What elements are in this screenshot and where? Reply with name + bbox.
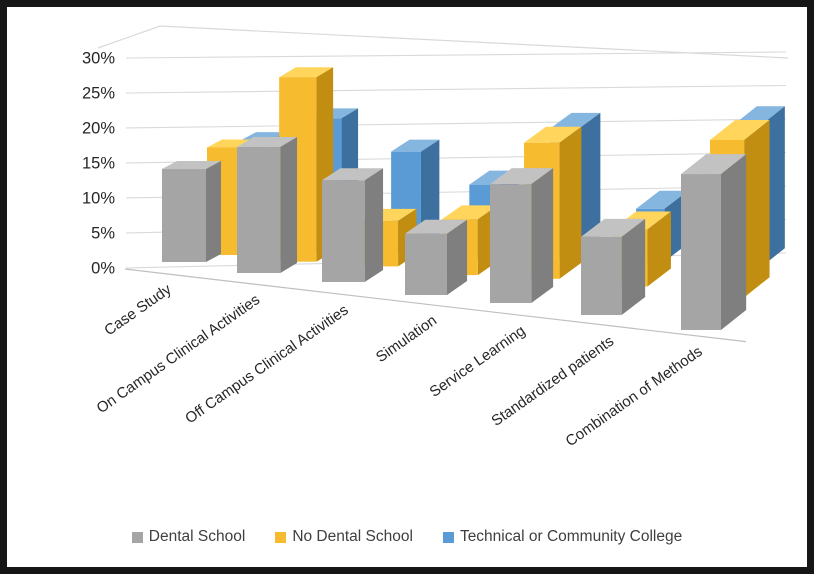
y-axis-tick-label: 30% <box>82 50 115 68</box>
bar-top-face <box>681 154 747 175</box>
bar-front-face <box>322 180 365 282</box>
legend-label: Dental School <box>148 528 246 545</box>
legend-label: Technical or Community College <box>459 528 683 545</box>
gridline <box>125 51 787 59</box>
bar-top-face <box>162 161 221 170</box>
legend-item-dental-school: Dental School <box>131 528 246 546</box>
y-axis-tick-label: 25% <box>82 85 115 103</box>
bar-top-face <box>490 168 554 185</box>
series-dental-school <box>162 137 747 330</box>
bar-dental-school-3 <box>405 219 468 295</box>
bar-side-face <box>621 218 646 315</box>
bar-dental-school-0 <box>162 161 221 262</box>
bar-top-face <box>709 119 770 140</box>
y-axis: 0% 5% 10% 15% 20% 25% 30% <box>82 50 115 278</box>
bar-top-face <box>581 218 646 237</box>
bar-side-face <box>578 112 601 258</box>
bar-top-face <box>524 126 582 143</box>
bar-side-face <box>364 168 384 282</box>
bar-dental-school-2 <box>322 168 384 282</box>
bar-dental-school-1 <box>237 137 298 273</box>
bar-side-face <box>720 154 747 330</box>
bar-front-face <box>681 174 721 330</box>
category-label: Case Study <box>101 281 175 340</box>
legend: Dental School No Dental School Technical o… <box>7 524 807 550</box>
bar-side-face <box>280 137 298 273</box>
category-label: On Campus Clinical Activities <box>93 291 263 417</box>
bar-dental-school-6 <box>681 154 747 330</box>
bar-dental-school-5 <box>581 218 646 315</box>
bar-front-face <box>490 184 532 303</box>
bar-top-face <box>636 190 689 209</box>
gridline <box>125 118 787 129</box>
bar-side-face <box>647 211 671 287</box>
bar-front-face <box>237 147 281 273</box>
gridline <box>125 84 787 94</box>
y-axis-tick-label: 0% <box>91 260 115 278</box>
category-label: Service Learning <box>427 322 529 400</box>
bar-side-face <box>559 126 582 279</box>
bar-front-face <box>581 236 622 315</box>
y-axis-tick-label: 15% <box>82 155 115 173</box>
legend-label: No Dental School <box>292 528 413 545</box>
category-label: Simulation <box>373 312 440 366</box>
y-axis-tick-label: 10% <box>82 190 115 208</box>
bar-front-face <box>405 233 447 295</box>
bar-top-face <box>405 219 468 234</box>
legend-swatch-icon <box>131 531 143 543</box>
category-label: Off Campus Clinical Activities <box>182 302 351 428</box>
bar-side-face <box>744 119 770 298</box>
bar-front-face <box>162 169 206 262</box>
bar-top-face <box>391 139 440 152</box>
category-axis-line <box>124 268 747 343</box>
bar-top-face <box>279 67 334 78</box>
legend-item-no-dental-school: No Dental School <box>275 528 413 546</box>
bar-side-face <box>206 161 221 262</box>
legend-item-technical-or-community-college: Technical or Community College <box>442 528 683 546</box>
y-axis-tick-label: 5% <box>91 225 115 243</box>
bar-dental-school-4 <box>490 168 554 303</box>
bar-side-face <box>531 168 554 303</box>
bar-side-face <box>446 219 468 295</box>
legend-swatch-icon <box>442 531 454 543</box>
bar-top-face <box>441 205 498 220</box>
bar-top-face <box>322 168 384 181</box>
bar-top-face <box>549 112 601 129</box>
wall-edge <box>97 25 789 59</box>
bar-top-face <box>237 137 298 148</box>
legend-swatch-icon <box>275 531 287 543</box>
y-axis-tick-label: 20% <box>82 120 115 138</box>
